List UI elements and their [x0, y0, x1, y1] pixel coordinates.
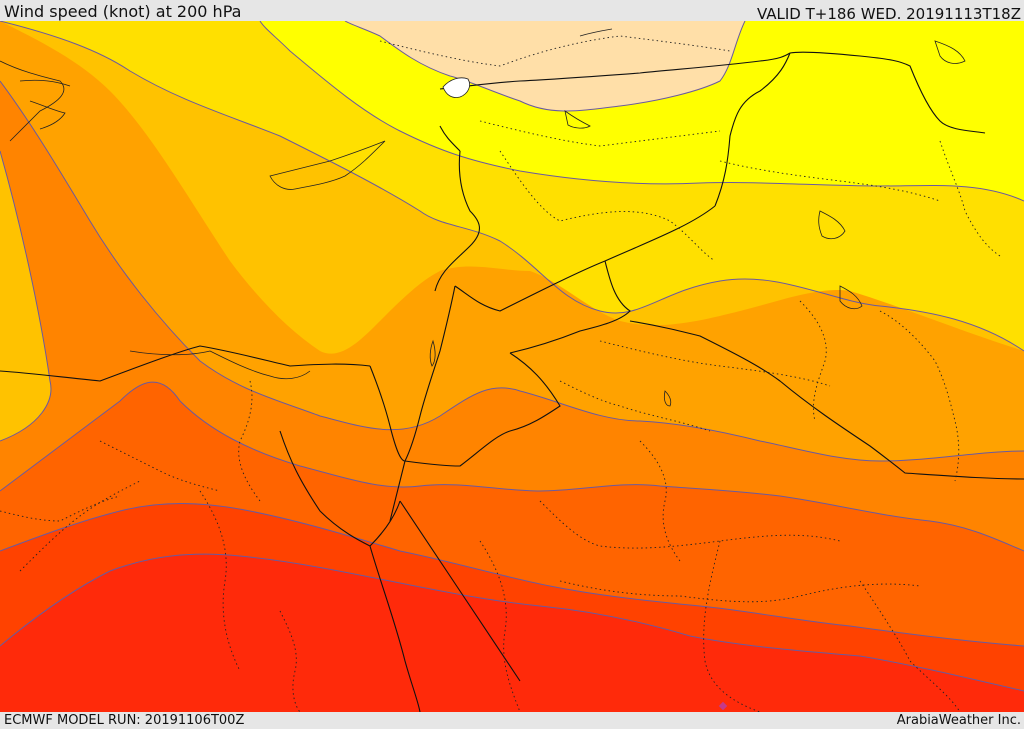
- band-amber-bulge: [0, 151, 51, 441]
- valid-time-label: VALID T+186 WED. 20191113T18Z: [756, 5, 1021, 23]
- bottom-marker: [718, 701, 728, 711]
- country-borders: [0, 51, 1024, 712]
- band-peach: [345, 21, 745, 111]
- province-boundaries: [0, 35, 1001, 712]
- isotach-contours: [0, 21, 1024, 692]
- coastlines: [0, 28, 966, 407]
- header-bar: Wind speed (knot) at 200 hPa VALID T+186…: [0, 0, 1024, 23]
- band-red: [0, 554, 1024, 712]
- credit-label: ArabiaWeather Inc.: [896, 713, 1021, 728]
- map-title: Wind speed (knot) at 200 hPa: [4, 2, 242, 21]
- wind-speed-map: [0, 21, 1024, 712]
- footer-bar: ECMWF MODEL RUN: 20191106T00Z ArabiaWeat…: [0, 712, 1024, 729]
- model-run-label: ECMWF MODEL RUN: 20191106T00Z: [4, 713, 245, 728]
- map-canvas: [0, 21, 1024, 712]
- lake-shape: [442, 77, 470, 98]
